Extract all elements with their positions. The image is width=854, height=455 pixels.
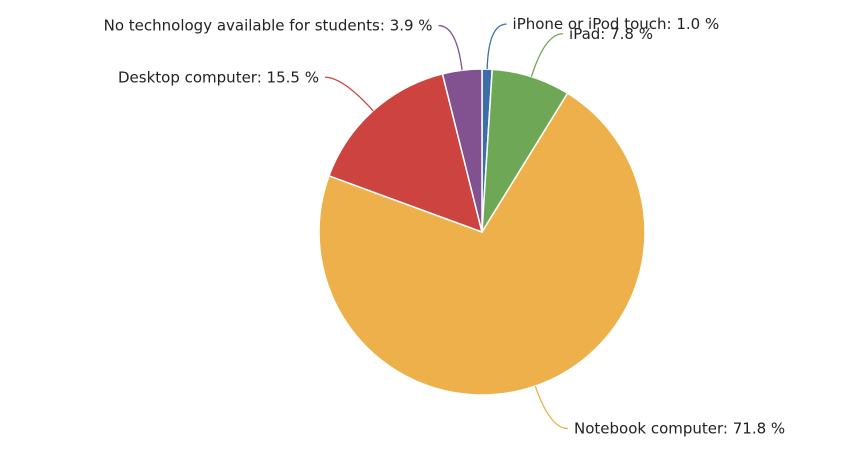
leader-line xyxy=(324,76,374,112)
label-value: 1.0 % xyxy=(676,15,719,33)
label-value: 71.8 % xyxy=(733,419,785,437)
label-value: 3.9 % xyxy=(390,16,433,34)
label-name: Notebook computer xyxy=(574,419,724,437)
leader-line xyxy=(530,33,564,77)
label-name: iPad xyxy=(569,24,600,42)
data-label: Desktop computer: 15.5 % xyxy=(118,68,319,86)
label-name: iPhone or iPod touch xyxy=(513,15,667,33)
data-label: Notebook computer: 71.8 % xyxy=(574,419,785,437)
label-value: 7.8 % xyxy=(610,24,653,42)
pie-slice xyxy=(318,92,646,396)
leader-line xyxy=(438,24,463,71)
label-name: Desktop computer xyxy=(118,68,258,86)
label-separator: : xyxy=(723,419,733,437)
label-separator: : xyxy=(600,24,610,42)
label-separator: : xyxy=(667,15,677,33)
label-separator: : xyxy=(380,16,390,34)
data-label: iPhone or iPod touch: 1.0 % xyxy=(513,15,720,33)
data-label: iPad: 7.8 % xyxy=(569,24,653,42)
label-name: No technology available for students xyxy=(104,16,380,34)
pie-slice xyxy=(328,72,484,234)
leader-line xyxy=(534,385,569,430)
label-separator: : xyxy=(257,68,267,86)
label-value: 15.5 % xyxy=(267,68,319,86)
data-label: No technology available for students: 3.… xyxy=(104,16,433,34)
leader-line xyxy=(486,23,507,70)
